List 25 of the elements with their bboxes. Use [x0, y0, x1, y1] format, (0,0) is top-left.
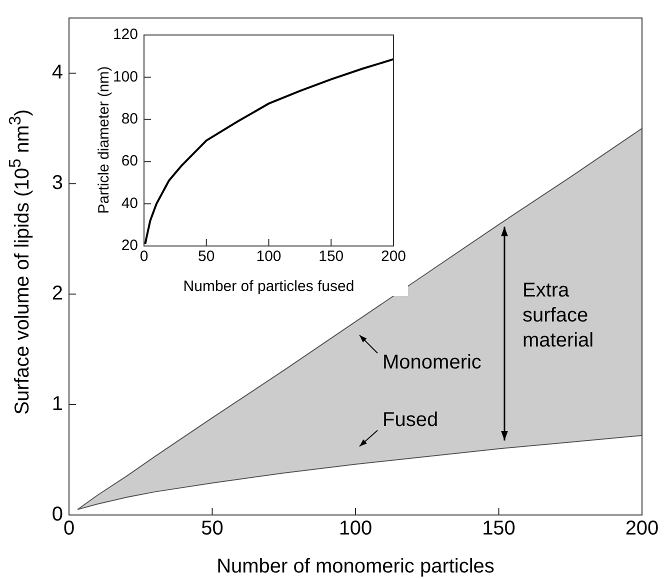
y-tick-label: 20 [121, 237, 138, 254]
x-tick-label: 50 [201, 518, 224, 540]
x-tick-label: 100 [338, 518, 372, 540]
x-tick-label: 50 [198, 248, 215, 266]
x-tick-label: 150 [318, 248, 344, 266]
x-tick-label: 100 [256, 248, 282, 266]
x-axis-title: Number of particles fused [183, 278, 354, 296]
y-tick-label: 40 [121, 194, 138, 212]
annotation: Monomeric [382, 352, 482, 374]
y-tick-label: 60 [121, 152, 138, 170]
x-tick-label: 200 [380, 248, 406, 266]
x-tick-label: 150 [482, 518, 516, 540]
y-tick-label: 100 [112, 68, 138, 86]
y-tick-label: 1 [52, 393, 63, 416]
y-tick-label: 2 [52, 282, 63, 305]
y-tick-label: 120 [112, 26, 138, 44]
annotation: Fused [382, 408, 438, 431]
annotation: Extra surface material [522, 280, 594, 352]
y-tick-label: 3 [52, 172, 63, 194]
y-axis-title: Particle diameter (nm) [96, 66, 112, 214]
y-tick-label: 4 [52, 62, 63, 84]
x-axis-title: Number of monomeric particles [216, 556, 494, 578]
y-tick-label: 0 [52, 504, 63, 526]
x-tick-label: 200 [625, 518, 659, 540]
y-tick-label: 80 [121, 110, 138, 128]
